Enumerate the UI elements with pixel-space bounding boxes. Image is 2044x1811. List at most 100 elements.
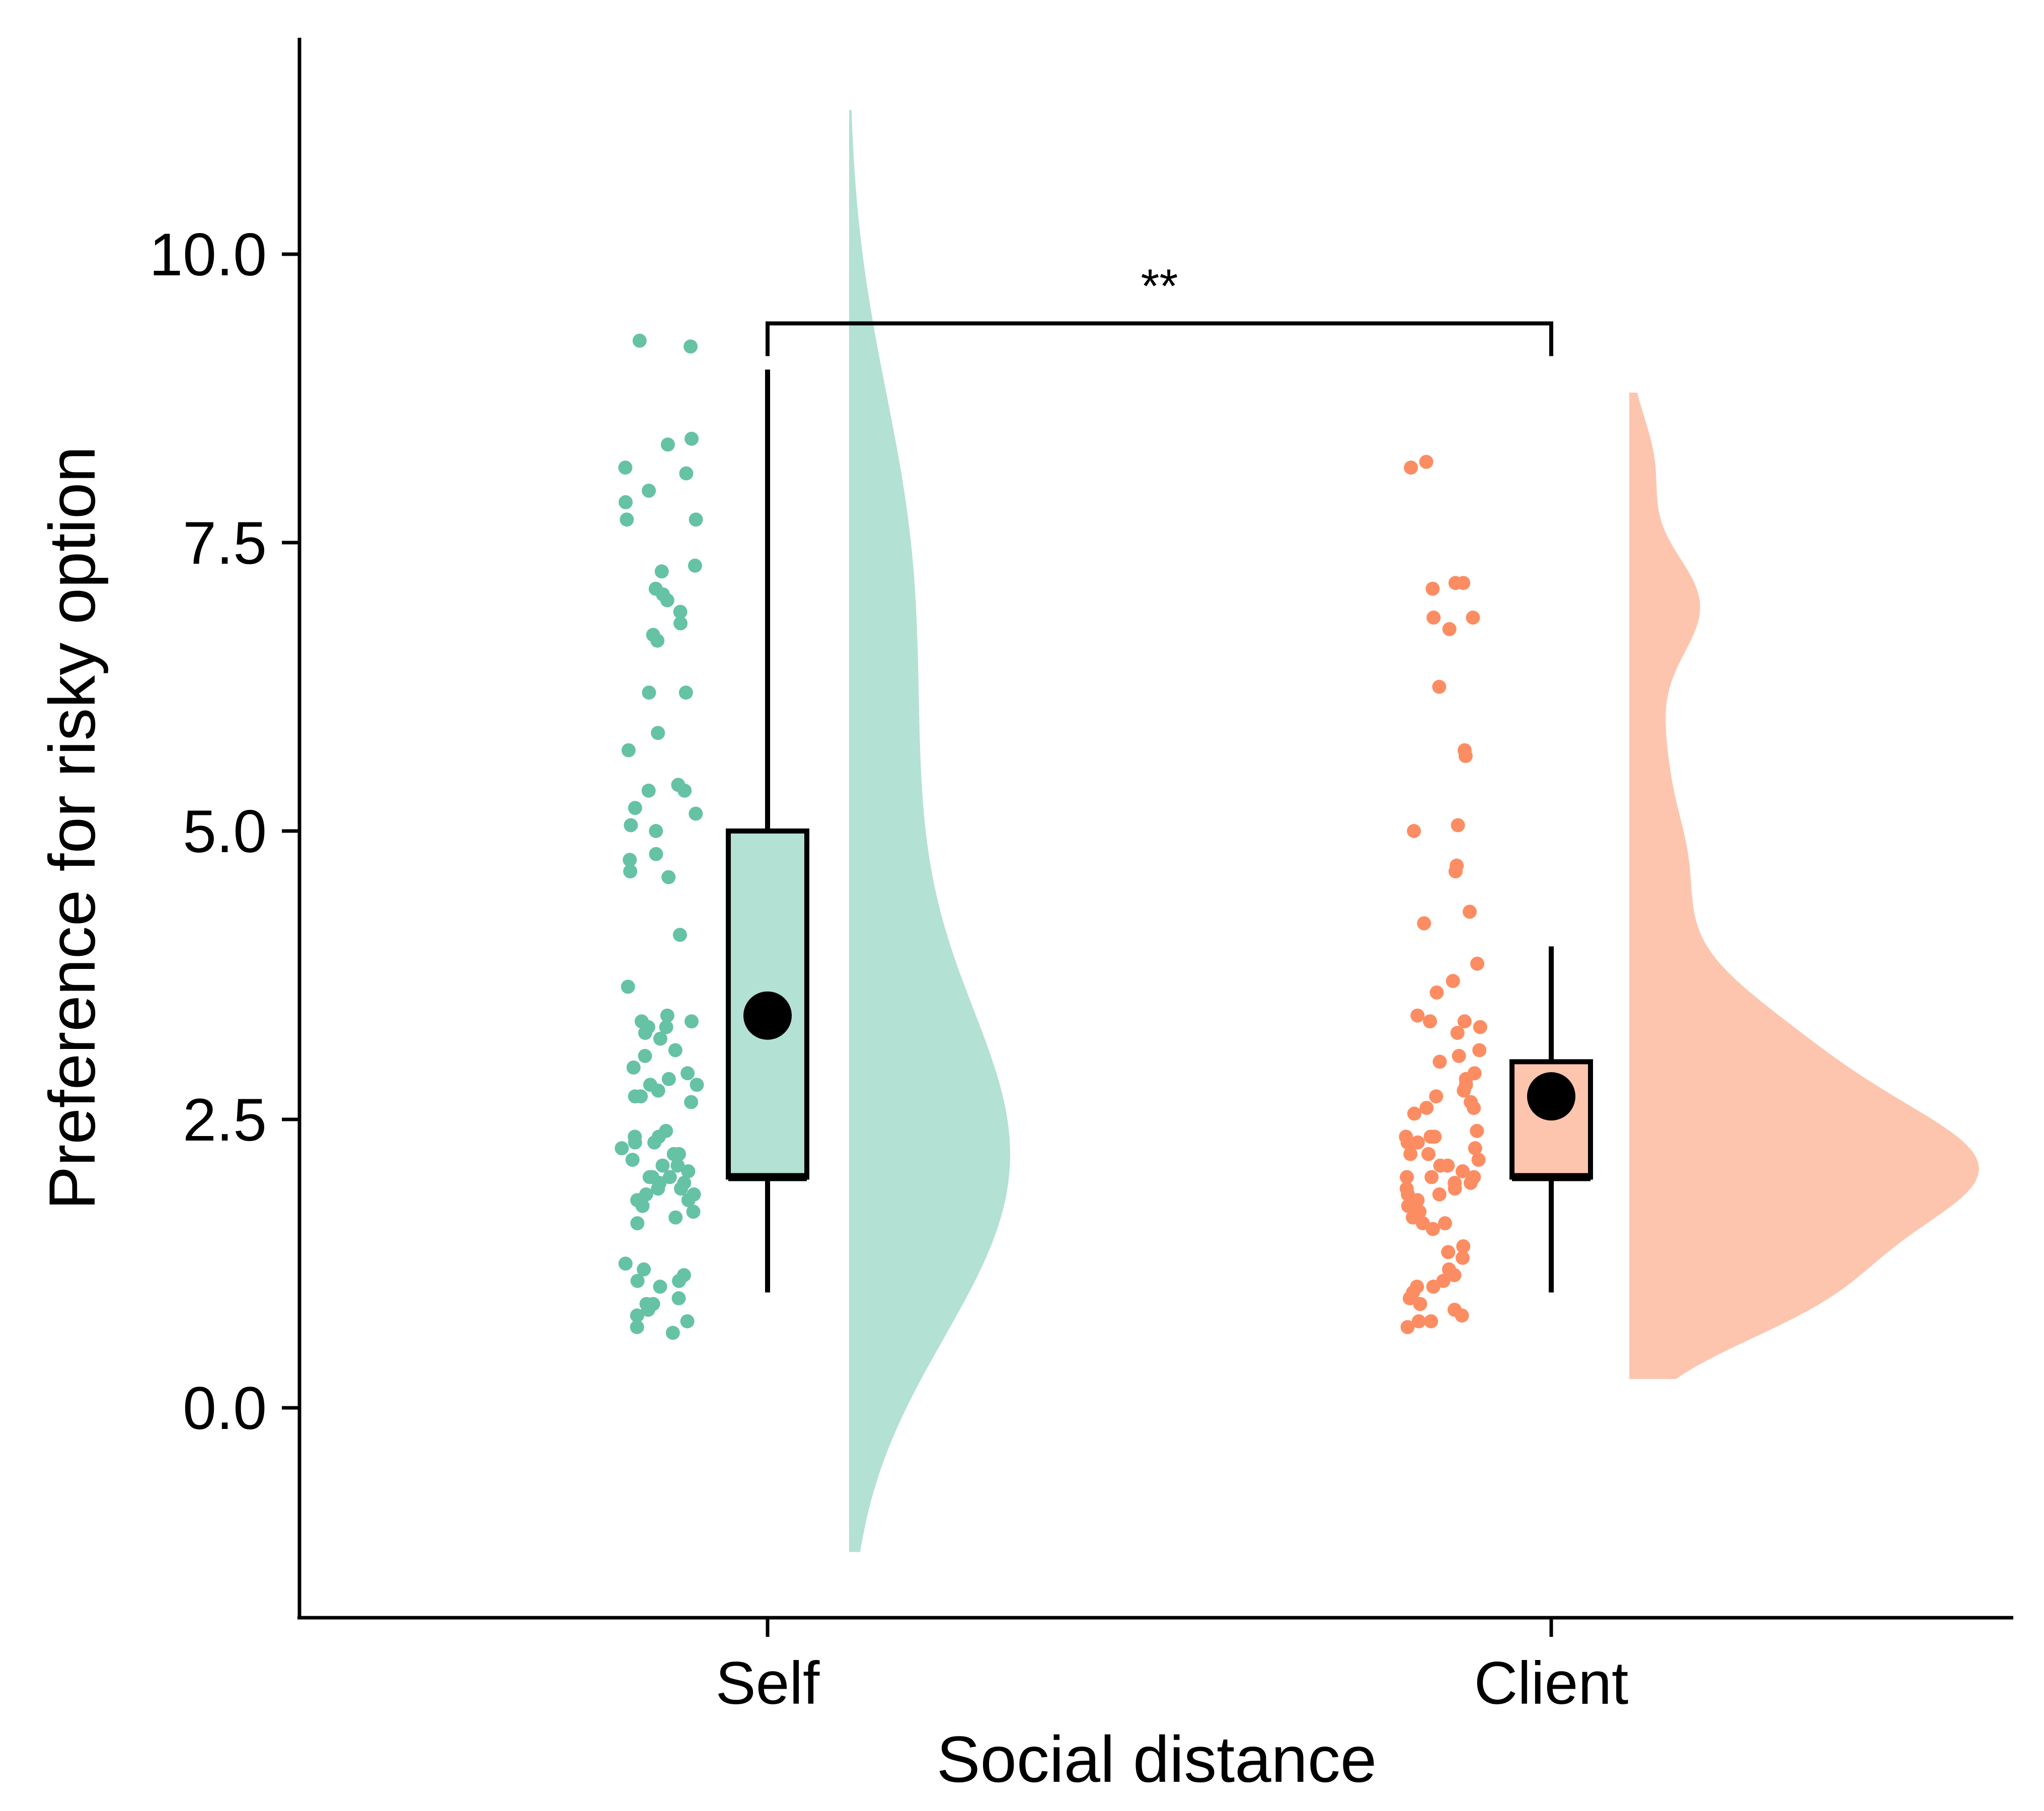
density-cloud-self — [849, 110, 1010, 1552]
data-point — [1452, 1048, 1466, 1063]
data-point — [1455, 1251, 1470, 1265]
x-tick-label: Client — [1474, 1649, 1629, 1717]
data-point — [1413, 1297, 1427, 1311]
data-point — [684, 339, 698, 354]
x-tick-label: Self — [716, 1649, 820, 1717]
data-point — [635, 1198, 650, 1213]
data-point — [653, 1031, 667, 1046]
data-point — [677, 783, 692, 798]
data-point — [1446, 974, 1460, 988]
data-point — [653, 1279, 667, 1294]
data-point — [623, 864, 638, 879]
data-point — [619, 495, 633, 509]
data-point — [1450, 1026, 1465, 1040]
data-point — [641, 1303, 655, 1317]
data-point — [637, 1262, 651, 1276]
y-tick-label: 5.0 — [183, 798, 267, 865]
data-point — [642, 483, 656, 498]
data-point — [1466, 611, 1480, 625]
data-point — [1419, 455, 1433, 469]
data-point — [625, 1153, 640, 1167]
data-point — [615, 1141, 629, 1156]
data-point — [1471, 1153, 1486, 1167]
data-point — [1457, 1083, 1471, 1098]
data-point — [1407, 1106, 1421, 1121]
data-point — [1432, 1054, 1447, 1069]
data-point — [1463, 1176, 1478, 1190]
y-tick-label: 0.0 — [183, 1375, 267, 1442]
data-point — [1411, 1314, 1426, 1329]
y-tick-label: 2.5 — [183, 1086, 267, 1154]
y-axis-title: Preference for risky option — [35, 446, 109, 1210]
data-point — [673, 605, 688, 619]
data-point — [661, 1072, 676, 1086]
data-point — [660, 1008, 674, 1023]
data-point — [1472, 1043, 1487, 1058]
y-tick-label: 10.0 — [149, 221, 267, 288]
data-point — [649, 847, 663, 861]
data-point — [680, 1066, 695, 1081]
data-point — [1457, 1014, 1472, 1029]
data-point — [621, 979, 635, 994]
x-axis-ticks: Self Client — [716, 1618, 1629, 1717]
data-point — [672, 1273, 686, 1288]
data-point — [684, 1095, 699, 1109]
data-point — [630, 1308, 644, 1323]
data-point — [1438, 1216, 1452, 1231]
data-point — [1433, 1158, 1448, 1173]
data-point — [655, 1158, 670, 1173]
data-point — [641, 783, 656, 798]
data-point — [1400, 1135, 1415, 1150]
data-point — [1467, 1101, 1481, 1115]
data-point — [1447, 1268, 1462, 1282]
y-tick-label: 7.5 — [183, 509, 267, 577]
data-point — [1407, 824, 1421, 838]
significance-label: ** — [1141, 260, 1178, 313]
mean-marker — [1527, 1072, 1575, 1121]
data-point — [659, 1020, 673, 1034]
data-point — [660, 437, 675, 452]
data-point — [660, 593, 674, 608]
data-point — [647, 1135, 662, 1150]
data-point — [1426, 611, 1441, 625]
data-point — [642, 686, 656, 700]
data-point — [651, 1083, 665, 1098]
data-point — [618, 1256, 633, 1271]
data-point — [638, 1048, 652, 1063]
data-point — [668, 1043, 683, 1058]
data-point — [1429, 1089, 1444, 1104]
data-point — [1432, 1187, 1447, 1201]
data-point — [620, 512, 634, 527]
data-point — [651, 726, 665, 740]
data-point — [1432, 680, 1447, 694]
data-point — [1463, 904, 1477, 919]
data-point — [661, 870, 676, 884]
data-point — [651, 1181, 665, 1196]
data-point — [671, 1291, 686, 1306]
data-point — [1423, 1014, 1437, 1029]
data-point — [1473, 1020, 1487, 1034]
data-point — [623, 853, 637, 867]
data-point — [1410, 1135, 1425, 1150]
x-axis-title: Social distance — [937, 1722, 1377, 1796]
data-point — [630, 1320, 644, 1334]
data-point — [624, 818, 638, 833]
data-point — [1425, 581, 1440, 596]
data-point — [632, 333, 647, 348]
data-point — [1425, 1222, 1440, 1236]
data-point — [1448, 1181, 1462, 1196]
data-point — [690, 1078, 704, 1092]
data-point — [628, 1135, 642, 1150]
data-point — [1442, 622, 1457, 636]
data-point — [689, 512, 703, 527]
data-point — [630, 1273, 645, 1288]
data-point — [1423, 1129, 1438, 1144]
data-point — [681, 1193, 696, 1208]
data-point — [628, 801, 642, 815]
data-point — [1404, 461, 1418, 475]
data-point — [1456, 1239, 1471, 1254]
y-axis-ticks: 0.0 2.5 5.0 7.5 10.0 — [149, 221, 299, 1442]
data-point — [681, 1164, 696, 1179]
data-point — [1403, 1147, 1418, 1161]
